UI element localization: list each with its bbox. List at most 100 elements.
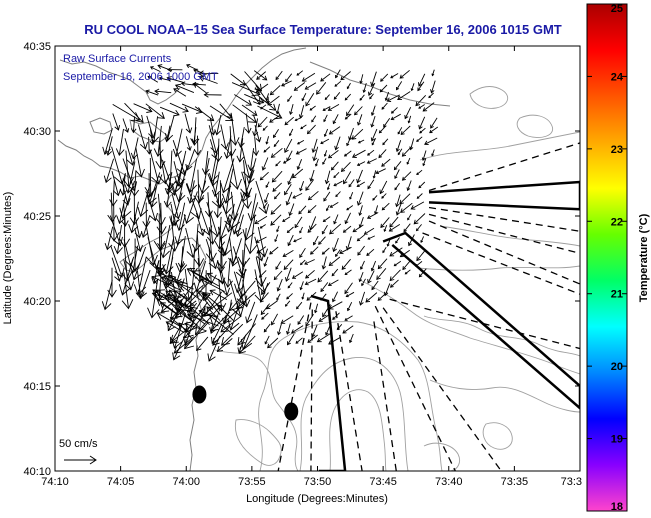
current-vector-head	[197, 195, 205, 203]
current-vector-head	[304, 85, 309, 90]
current-vector	[121, 180, 129, 206]
current-vector-head	[157, 64, 163, 69]
current-vector-head	[230, 257, 240, 267]
current-vector-head	[186, 249, 197, 259]
current-vector	[341, 161, 351, 172]
current-vector	[244, 180, 249, 209]
current-vector	[161, 159, 176, 196]
current-vector-head	[191, 138, 198, 144]
current-vector-head	[332, 316, 336, 321]
current-vector-head	[357, 251, 361, 256]
current-vector-head	[244, 243, 258, 255]
lane-dashed-line	[428, 206, 580, 232]
current-vector-head	[148, 131, 156, 139]
current-vector	[248, 158, 257, 184]
current-vector-head	[104, 243, 113, 251]
current-vector-head	[231, 225, 242, 235]
current-vector-head	[381, 196, 384, 199]
current-vector-head	[262, 128, 266, 131]
current-vector	[239, 138, 244, 162]
current-vector	[341, 258, 351, 270]
current-vector-head	[299, 230, 302, 234]
current-vector-head	[388, 227, 393, 232]
current-vector-head	[406, 187, 411, 192]
current-vector	[197, 258, 201, 283]
colorbar-tick-label: 20	[611, 361, 623, 373]
current-vector-head	[417, 87, 421, 92]
current-vector-head	[172, 148, 182, 158]
current-vector	[177, 214, 186, 245]
current-vector	[217, 338, 233, 352]
current-vector	[307, 334, 318, 343]
current-vector-head	[416, 196, 420, 199]
current-vector	[176, 282, 202, 302]
current-vector-head	[114, 124, 121, 131]
current-vector	[389, 224, 401, 232]
current-vector-head	[196, 345, 202, 352]
current-vector	[254, 236, 263, 261]
current-vector-head	[214, 129, 222, 136]
current-vector-head	[352, 228, 357, 233]
current-vector	[227, 258, 231, 288]
current-vector	[244, 71, 262, 92]
current-vector	[264, 335, 270, 344]
current-vector	[333, 114, 339, 124]
current-vector-head	[283, 265, 288, 271]
current-vector-head	[287, 180, 292, 185]
current-vector-head	[180, 81, 186, 87]
current-vector-head	[237, 256, 251, 268]
current-vector	[193, 249, 195, 274]
current-vector-head	[371, 142, 375, 146]
current-vector	[195, 212, 204, 236]
current-vector-head	[317, 277, 323, 283]
current-vector-head	[332, 247, 337, 253]
current-vector	[287, 226, 294, 233]
current-vector-head	[304, 281, 309, 286]
contour-line	[516, 114, 554, 138]
current-vector-head	[393, 166, 398, 171]
current-vector	[175, 261, 185, 284]
current-vector	[181, 103, 203, 113]
current-vector	[250, 193, 257, 221]
current-vector	[202, 292, 221, 316]
current-vector	[154, 90, 172, 94]
current-vector	[185, 314, 196, 346]
contour-line	[214, 349, 299, 471]
current-vector-head	[345, 294, 349, 298]
current-vector	[174, 290, 195, 306]
current-vector-head	[335, 74, 339, 79]
current-vector	[254, 215, 268, 224]
current-vector-head	[186, 268, 196, 276]
current-vector	[430, 117, 438, 129]
current-vector-head	[194, 150, 202, 156]
current-vector-head	[284, 191, 288, 196]
current-vector-head	[309, 177, 314, 182]
current-vector	[367, 179, 375, 189]
current-vector-head	[187, 196, 195, 204]
current-vector-head	[381, 163, 385, 167]
current-vector-head	[367, 185, 371, 190]
current-vector	[418, 116, 426, 129]
current-vector	[263, 202, 268, 209]
current-vector	[191, 270, 220, 287]
current-vector	[104, 128, 113, 155]
colorbar-tick-label: 18	[611, 501, 623, 513]
current-vector	[207, 273, 225, 284]
current-vector	[322, 247, 330, 255]
current-vector-head	[418, 185, 422, 189]
current-vector	[381, 193, 387, 199]
current-vector-head	[206, 235, 218, 245]
current-vector	[172, 140, 186, 176]
current-vector	[112, 113, 119, 131]
current-vector	[178, 170, 186, 202]
current-vector	[219, 103, 233, 119]
current-vector	[209, 212, 214, 245]
current-vector-head	[367, 152, 370, 156]
current-vector	[404, 107, 412, 119]
current-vector-head	[294, 224, 299, 229]
current-vector	[309, 216, 317, 230]
current-vector	[381, 102, 388, 110]
current-vector	[234, 94, 252, 106]
current-vector	[328, 279, 339, 286]
current-vector-head	[287, 341, 291, 346]
